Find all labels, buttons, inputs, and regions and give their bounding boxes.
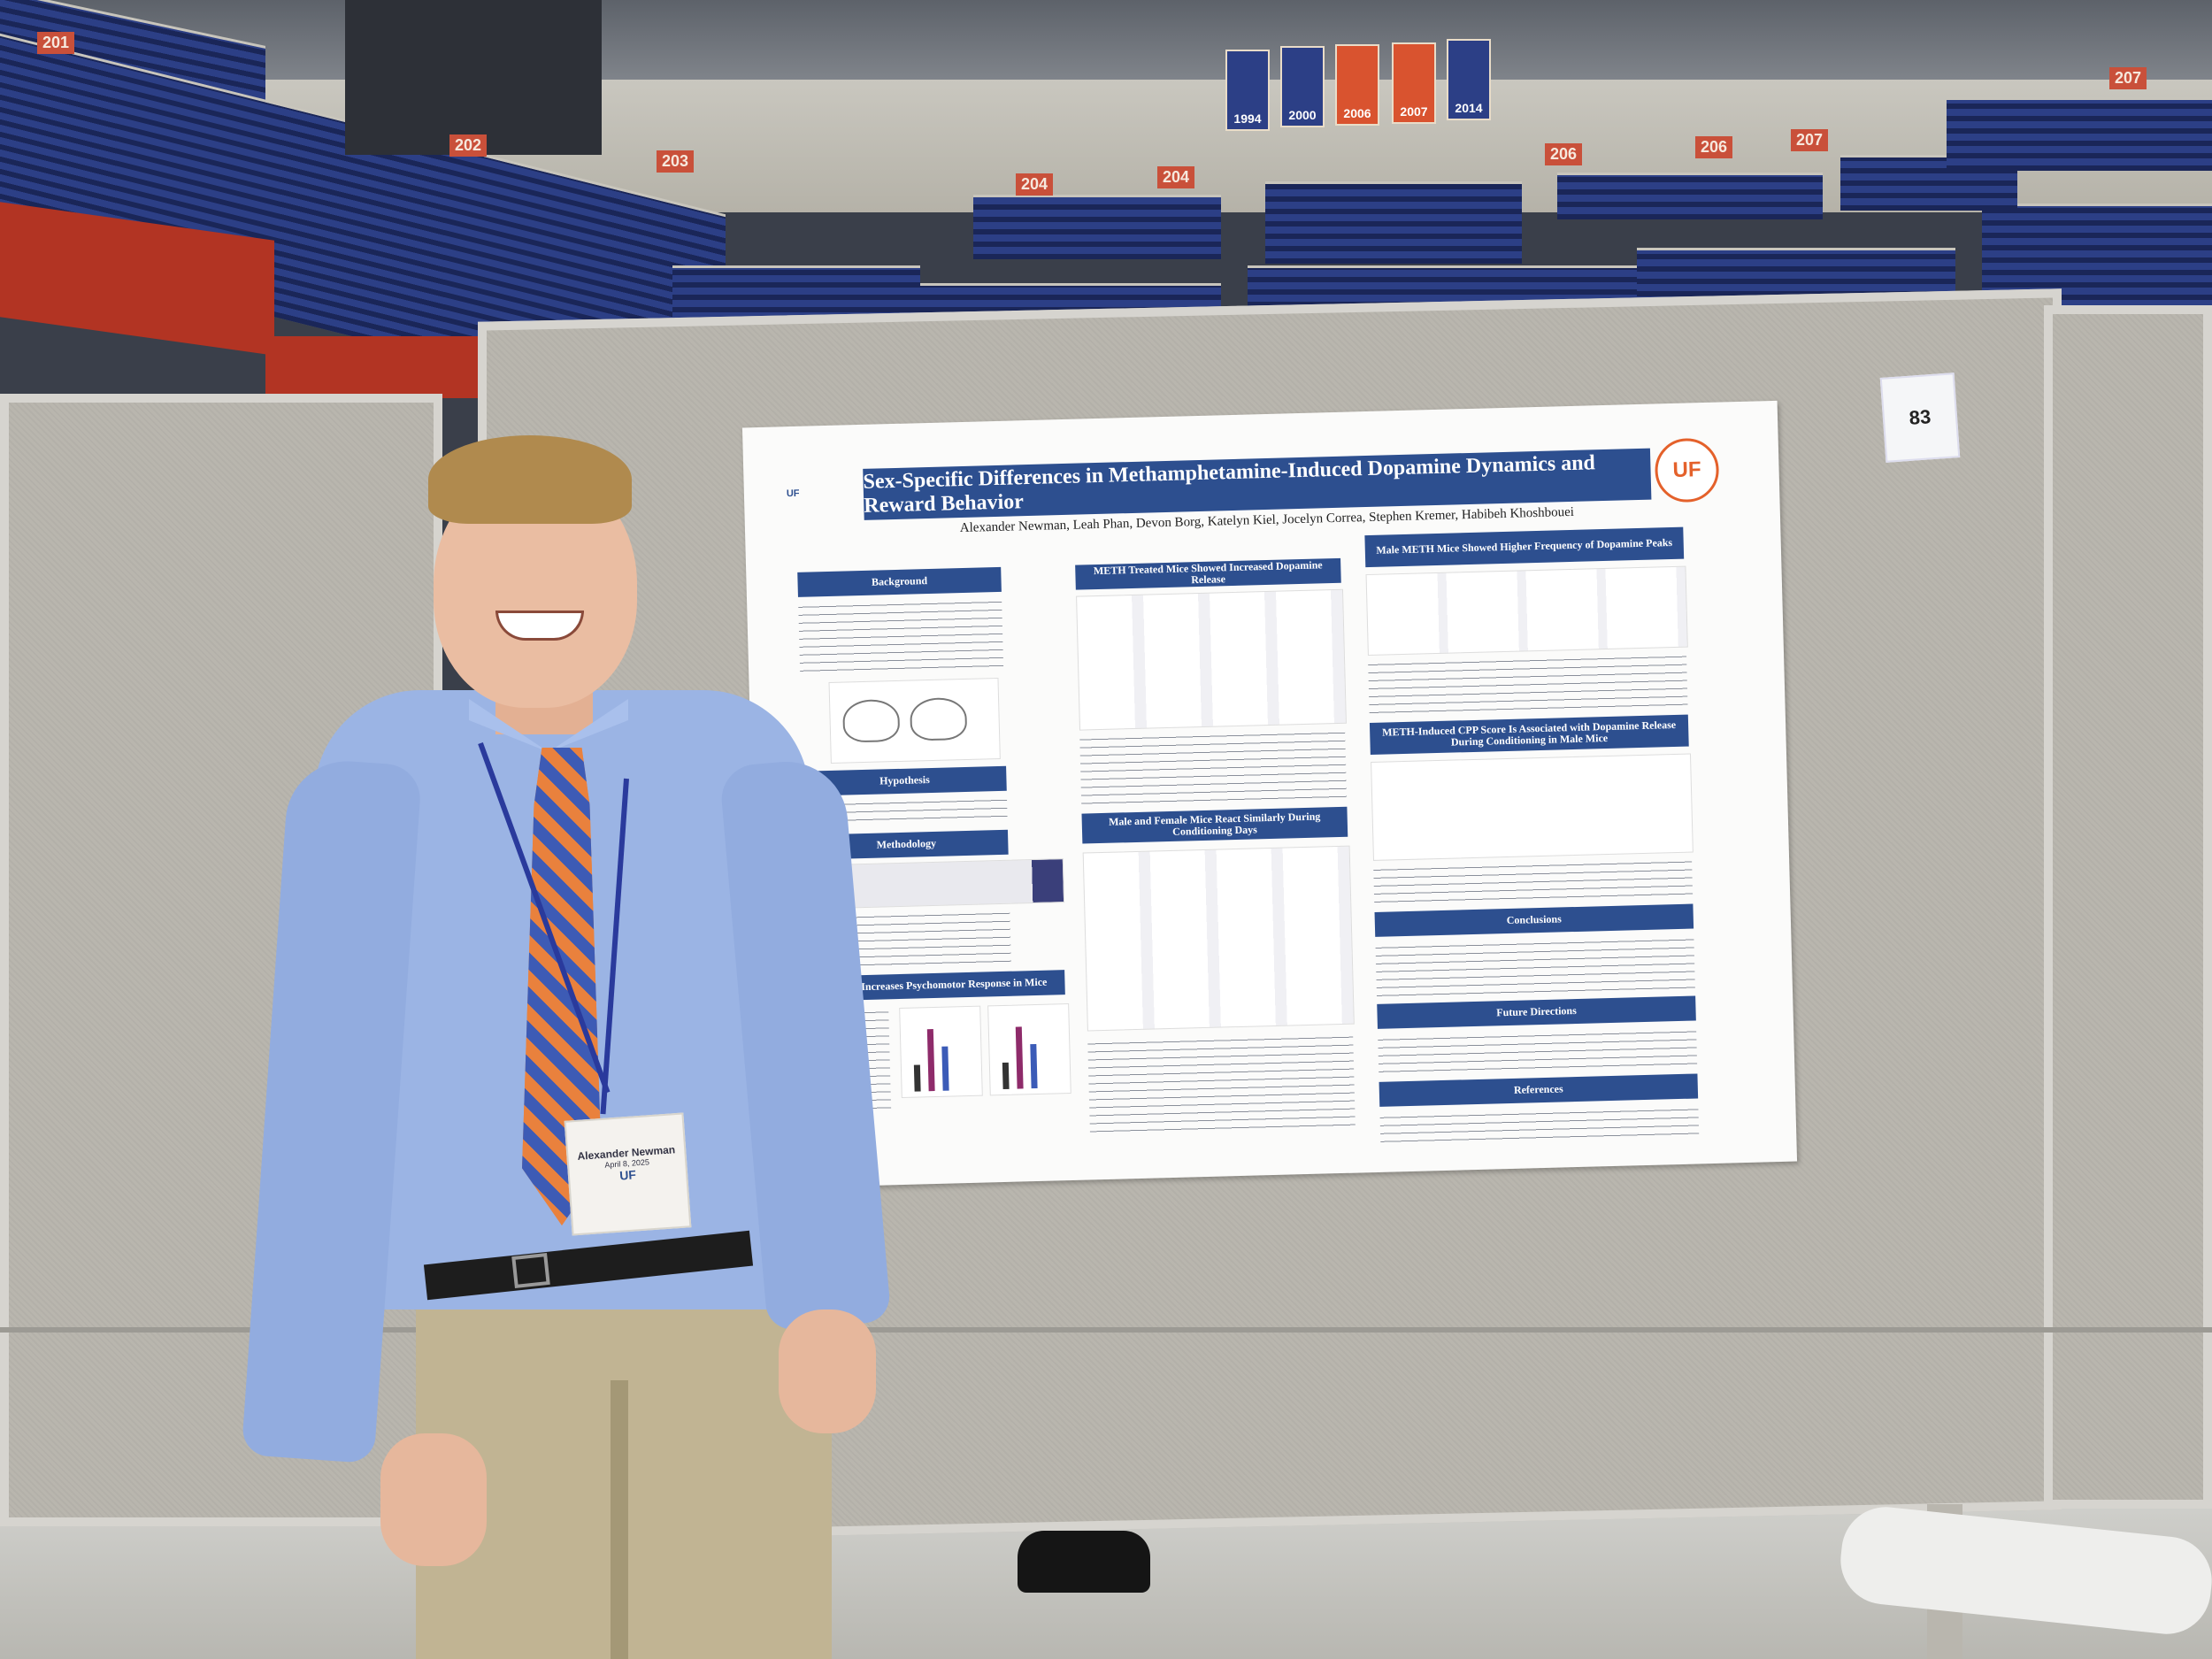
section-sign: 206 bbox=[1545, 143, 1583, 165]
seating-section bbox=[1557, 173, 1823, 219]
section-sign: 201 bbox=[37, 32, 75, 54]
left-arm-sleeve bbox=[241, 757, 423, 1464]
arena-red-wall bbox=[265, 336, 495, 398]
pants-shadow bbox=[611, 1380, 628, 1659]
board-seam bbox=[0, 1327, 2212, 1333]
poster-board-right bbox=[2044, 305, 2212, 1509]
hair bbox=[428, 435, 632, 524]
shoe bbox=[1018, 1531, 1150, 1593]
section-sign: 202 bbox=[449, 134, 488, 157]
plaid-necktie bbox=[522, 748, 602, 1225]
section-sign: 206 bbox=[1695, 136, 1733, 158]
name-badge: Alexander Newman April 8, 2025 UF bbox=[564, 1112, 692, 1236]
championship-banner: 1994 bbox=[1225, 50, 1270, 131]
section-sign: 207 bbox=[2109, 67, 2147, 89]
section-sign: 204 bbox=[1016, 173, 1054, 196]
championship-banner: 2000 bbox=[1280, 46, 1325, 127]
section-sign: 203 bbox=[657, 150, 695, 173]
left-hand bbox=[380, 1433, 487, 1566]
seating-section bbox=[1947, 97, 2212, 171]
seating-section bbox=[1265, 181, 1522, 264]
championship-banner: 2006 bbox=[1335, 44, 1379, 126]
championship-banner: 2007 bbox=[1392, 42, 1436, 124]
belt-buckle bbox=[511, 1253, 550, 1288]
right-hand bbox=[779, 1310, 876, 1433]
section-sign: 204 bbox=[1157, 166, 1195, 188]
section-sign: 207 bbox=[1791, 129, 1829, 151]
seating-section bbox=[973, 195, 1221, 259]
championship-banner: 2014 bbox=[1447, 39, 1491, 120]
arena-video-board bbox=[345, 0, 602, 155]
